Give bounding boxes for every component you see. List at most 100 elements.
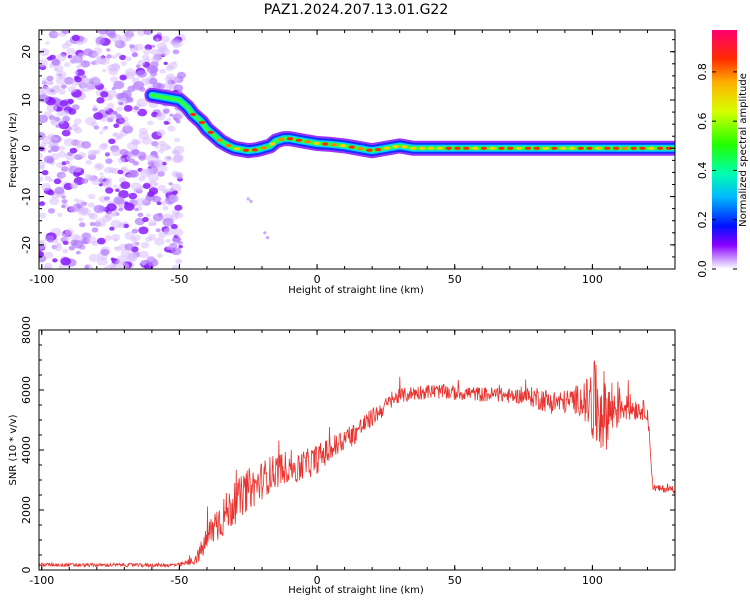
noise-blob bbox=[132, 52, 138, 57]
noise-blob bbox=[47, 189, 55, 196]
noise-blob bbox=[134, 217, 145, 226]
noise-blob bbox=[78, 217, 84, 222]
noise-blob bbox=[86, 175, 95, 181]
noise-blob bbox=[39, 146, 45, 152]
snr-panel: -100 -50 0 50 100 0 2000 4000 6000 8000 Height of… bbox=[8, 316, 676, 596]
noise-blob bbox=[172, 236, 181, 243]
noise-blob bbox=[39, 152, 43, 159]
noise-blob bbox=[125, 71, 136, 80]
frequency-trace-peak bbox=[198, 120, 206, 125]
noise-blob bbox=[87, 202, 95, 208]
noise-blob bbox=[171, 264, 180, 269]
snr-y-tick-label: 8000 bbox=[20, 316, 33, 344]
noise-blob bbox=[137, 70, 147, 78]
noise-blob bbox=[113, 196, 125, 205]
noise-blob bbox=[123, 223, 129, 229]
noise-blob bbox=[174, 138, 180, 143]
frequency-trace-peak bbox=[480, 146, 488, 150]
noise-blob bbox=[111, 86, 117, 91]
noise-blob bbox=[142, 183, 151, 189]
noise-blob bbox=[159, 68, 166, 74]
spectrogram-y-tick-label: -20 bbox=[20, 236, 33, 254]
noise-blob bbox=[151, 55, 160, 63]
noise-blob bbox=[135, 71, 140, 76]
noise-blob bbox=[150, 150, 158, 156]
noise-blob bbox=[151, 44, 156, 48]
noise-blob bbox=[51, 59, 61, 66]
frequency-trace-peak bbox=[454, 146, 461, 150]
frequency-trace-peak bbox=[471, 146, 479, 150]
colorbar-tick-label: 0.2 bbox=[696, 211, 709, 229]
noise-blob bbox=[47, 80, 54, 85]
noise-blob bbox=[50, 145, 60, 152]
noise-blob bbox=[44, 175, 52, 181]
noise-blob bbox=[111, 233, 121, 241]
frequency-trace-peak bbox=[322, 142, 329, 146]
frequency-trace-peak bbox=[410, 146, 417, 150]
noise-blob bbox=[61, 204, 66, 208]
noise-blob bbox=[61, 129, 71, 137]
noise-blob bbox=[178, 245, 183, 249]
noise-blob bbox=[124, 231, 135, 240]
noise-blob bbox=[73, 171, 81, 178]
colorbar-label: Normalized spectral amplitude bbox=[738, 73, 749, 227]
frequency-trace-peak bbox=[648, 146, 655, 150]
frequency-trace-peak bbox=[586, 146, 593, 150]
spectrogram-x-tick-label: 0 bbox=[314, 273, 321, 286]
stray-point bbox=[265, 236, 270, 240]
noise-blob bbox=[156, 201, 162, 206]
noise-blob bbox=[111, 212, 118, 217]
noise-blob bbox=[113, 40, 122, 47]
noise-blob bbox=[125, 56, 132, 62]
frequency-trace-peak bbox=[392, 145, 399, 149]
spectrogram-y-tick-label: -10 bbox=[20, 188, 33, 206]
noise-blob bbox=[39, 201, 46, 206]
noise-blob bbox=[73, 198, 79, 202]
noise-blob bbox=[92, 104, 97, 108]
noise-blob bbox=[101, 142, 109, 149]
noise-blob bbox=[88, 193, 96, 200]
noise-blob bbox=[139, 168, 151, 178]
noise-blob bbox=[39, 59, 48, 68]
noise-blob bbox=[154, 159, 164, 166]
noise-blob bbox=[128, 192, 138, 200]
colorbar-tick-label: 0.0 bbox=[696, 260, 709, 278]
frequency-trace-peak bbox=[516, 146, 523, 150]
noise-blob bbox=[93, 112, 103, 120]
noise-blob bbox=[157, 164, 168, 173]
noise-blob bbox=[163, 120, 169, 125]
noise-blob bbox=[114, 246, 119, 250]
frequency-trace-peak bbox=[445, 146, 452, 150]
noise-blob bbox=[39, 114, 48, 124]
noise-blob bbox=[101, 127, 107, 132]
snr-x-tick-label: 100 bbox=[582, 574, 603, 587]
frequency-trace bbox=[144, 87, 675, 240]
noise-blob bbox=[139, 250, 149, 259]
frequency-trace-peak bbox=[278, 137, 285, 141]
noise-blob bbox=[109, 63, 121, 72]
noise-blob bbox=[43, 262, 53, 269]
stray-point bbox=[246, 197, 250, 201]
noise-blob bbox=[39, 48, 50, 57]
noise-blob bbox=[100, 175, 106, 180]
noise-blob bbox=[107, 117, 114, 123]
noise-blob bbox=[154, 182, 159, 186]
noise-blob bbox=[56, 107, 61, 111]
noise-blob bbox=[92, 107, 98, 112]
noise-blob bbox=[175, 119, 181, 124]
noise-blob bbox=[98, 183, 103, 187]
noise-blob bbox=[97, 165, 102, 169]
noise-blob bbox=[156, 83, 165, 90]
noise-blob bbox=[88, 213, 95, 218]
noise-blob bbox=[97, 30, 109, 35]
noise-blob bbox=[67, 86, 77, 93]
noise-blob bbox=[160, 200, 168, 206]
noise-blob bbox=[68, 205, 80, 214]
noise-blob bbox=[53, 137, 59, 142]
noise-blob bbox=[124, 201, 129, 206]
noise-blob bbox=[55, 77, 66, 85]
noise-blob bbox=[67, 98, 74, 104]
noise-blob bbox=[140, 242, 150, 249]
noise-blob bbox=[120, 181, 131, 189]
noise-blob bbox=[138, 175, 146, 182]
